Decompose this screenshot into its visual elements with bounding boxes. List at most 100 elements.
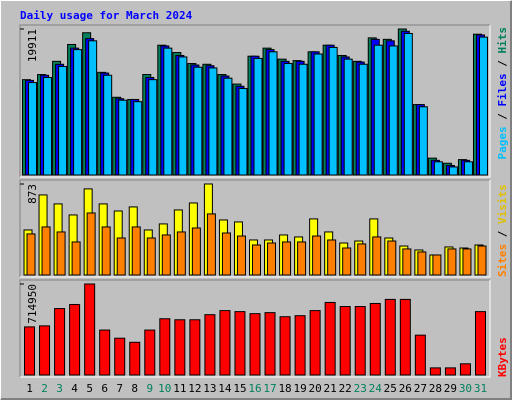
x-tick-label: 27 bbox=[414, 382, 427, 395]
bar bbox=[324, 301, 336, 376]
bar bbox=[478, 36, 488, 176]
panel-highlight bbox=[20, 25, 491, 178]
x-tick-label: 14 bbox=[218, 382, 232, 395]
bar bbox=[403, 32, 413, 176]
bar bbox=[144, 329, 156, 376]
x-tick-label: 12 bbox=[188, 382, 201, 395]
bar bbox=[71, 241, 81, 276]
bar bbox=[103, 74, 113, 176]
legend-entry: Visits bbox=[496, 184, 509, 224]
bar bbox=[312, 235, 322, 276]
bar bbox=[342, 247, 352, 276]
bar bbox=[267, 242, 277, 276]
bar bbox=[343, 58, 353, 176]
x-tick-label: 28 bbox=[429, 382, 442, 395]
bar bbox=[474, 311, 486, 376]
legend-separator: / bbox=[496, 224, 509, 244]
x-tick-label: 9 bbox=[146, 382, 153, 395]
bar bbox=[357, 243, 367, 276]
bar bbox=[253, 57, 263, 176]
bar bbox=[148, 79, 158, 176]
bar bbox=[178, 56, 188, 176]
bar bbox=[146, 237, 156, 276]
legend: Sites / Visits bbox=[496, 184, 509, 277]
bar bbox=[219, 310, 231, 376]
bar bbox=[388, 45, 398, 176]
bar bbox=[116, 237, 126, 276]
bar bbox=[384, 298, 396, 376]
bar bbox=[399, 298, 411, 376]
x-tick-label: 17 bbox=[263, 382, 276, 395]
bar bbox=[282, 241, 292, 276]
bar bbox=[418, 106, 428, 176]
bar bbox=[327, 239, 337, 276]
bar bbox=[73, 49, 83, 176]
bar bbox=[193, 66, 203, 176]
bar bbox=[54, 308, 66, 376]
x-tick-label: 15 bbox=[233, 382, 246, 395]
bar bbox=[236, 235, 246, 276]
panel-shadow bbox=[19, 24, 490, 177]
x-tick-label: 8 bbox=[131, 382, 138, 395]
legend-separator: / bbox=[496, 54, 509, 74]
y-tick-label: 714950 bbox=[26, 284, 39, 324]
x-tick-label: 11 bbox=[173, 382, 186, 395]
bar bbox=[58, 65, 68, 176]
bar bbox=[99, 329, 111, 376]
x-tick-label: 22 bbox=[339, 382, 352, 395]
bar bbox=[402, 248, 412, 276]
bar bbox=[204, 314, 216, 376]
bar bbox=[176, 231, 186, 276]
bar bbox=[313, 53, 323, 176]
x-tick-label: 30 bbox=[459, 382, 472, 395]
x-tick-label: 31 bbox=[474, 382, 487, 395]
x-tick-label: 23 bbox=[354, 382, 367, 395]
bar bbox=[189, 319, 201, 376]
x-tick-label: 19 bbox=[293, 382, 306, 395]
x-tick-label: 24 bbox=[369, 382, 383, 395]
bar bbox=[462, 248, 472, 276]
bar bbox=[118, 99, 128, 176]
bar bbox=[159, 318, 171, 376]
bar bbox=[101, 226, 111, 276]
bar bbox=[433, 161, 443, 176]
bar bbox=[429, 367, 441, 376]
bar bbox=[234, 311, 246, 376]
bar bbox=[459, 363, 471, 376]
bar bbox=[354, 306, 366, 376]
x-tick-label: 10 bbox=[158, 382, 171, 395]
bar bbox=[358, 63, 368, 176]
bar bbox=[372, 236, 382, 276]
x-tick-label: 26 bbox=[399, 382, 412, 395]
legend-separator: / bbox=[496, 107, 509, 127]
bar bbox=[417, 251, 427, 276]
bar bbox=[298, 63, 308, 176]
panel-shadow bbox=[19, 179, 490, 277]
bar bbox=[163, 47, 173, 176]
bar bbox=[447, 248, 457, 276]
bar bbox=[339, 306, 351, 376]
bar bbox=[432, 254, 442, 276]
bar bbox=[131, 226, 141, 276]
chart-title: Daily usage for March 2024 bbox=[20, 9, 193, 22]
x-tick-label: 13 bbox=[203, 382, 216, 395]
x-tick-label: 6 bbox=[101, 382, 108, 395]
bar bbox=[28, 82, 38, 176]
bar bbox=[268, 51, 278, 176]
panel-highlight bbox=[20, 280, 491, 378]
x-tick-label: 7 bbox=[116, 382, 123, 395]
x-tick-label: 16 bbox=[248, 382, 261, 395]
bar bbox=[69, 303, 81, 376]
legend: Pages / Files / Hits bbox=[496, 27, 509, 160]
x-tick-label: 3 bbox=[56, 382, 63, 395]
y-tick-label: 873 bbox=[26, 184, 39, 204]
x-tick-label: 2 bbox=[41, 382, 48, 395]
legend-entry: Sites bbox=[496, 244, 509, 277]
legend-entry: Files bbox=[496, 73, 509, 106]
bar bbox=[129, 341, 141, 376]
bar bbox=[161, 234, 171, 276]
x-tick-label: 5 bbox=[86, 382, 93, 395]
bar bbox=[297, 241, 307, 276]
bar bbox=[249, 313, 261, 376]
bar bbox=[86, 212, 96, 276]
